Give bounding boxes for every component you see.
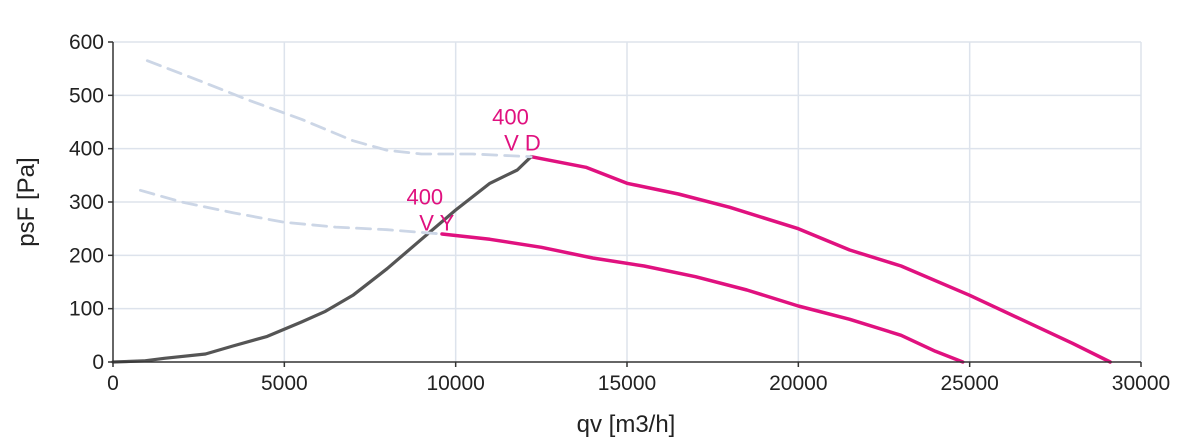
x-tick-label-6: 30000 xyxy=(1112,372,1170,395)
y-tick-label-5: 500 xyxy=(69,84,104,107)
x-tick-label-0: 0 xyxy=(107,372,119,395)
y-tick-label-1: 100 xyxy=(69,298,104,321)
system-curve-2 xyxy=(111,155,533,364)
extrapolated-curve-4 xyxy=(138,188,444,236)
operating-curve-0 xyxy=(529,154,1112,364)
curve-label-1-line-0: 400 xyxy=(406,185,443,210)
x-tick-label-1: 5000 xyxy=(261,372,308,395)
y-tick-label-3: 300 xyxy=(69,191,104,214)
curve-label-0-line-1: V D xyxy=(504,131,541,156)
x-tick-label-5: 25000 xyxy=(940,372,998,395)
x-tick-label-2: 10000 xyxy=(426,372,484,395)
x-tick-label-4: 20000 xyxy=(769,372,827,395)
operating-curve-1 xyxy=(440,232,965,364)
curve-label-0-line-0: 400 xyxy=(492,105,529,130)
y-tick-label-4: 400 xyxy=(69,138,104,161)
y-tick-label-2: 200 xyxy=(69,244,104,267)
x-tick-label-3: 15000 xyxy=(598,372,656,395)
x-axis-title: qv [m3/h] xyxy=(577,411,676,438)
axes: 0 5000 10000 15000 20000 25000 30000 0 100 200 300… xyxy=(69,31,1170,395)
curve-label-1-line-1: V Y xyxy=(419,211,454,236)
grid-lines xyxy=(113,41,1142,362)
extrapolated-curve-3 xyxy=(145,59,533,159)
y-tick-label-0: 0 xyxy=(92,351,104,374)
y-tick-label-6: 600 xyxy=(69,31,104,54)
curves xyxy=(111,59,1112,364)
y-axis-title: psF [Pa] xyxy=(13,157,40,246)
